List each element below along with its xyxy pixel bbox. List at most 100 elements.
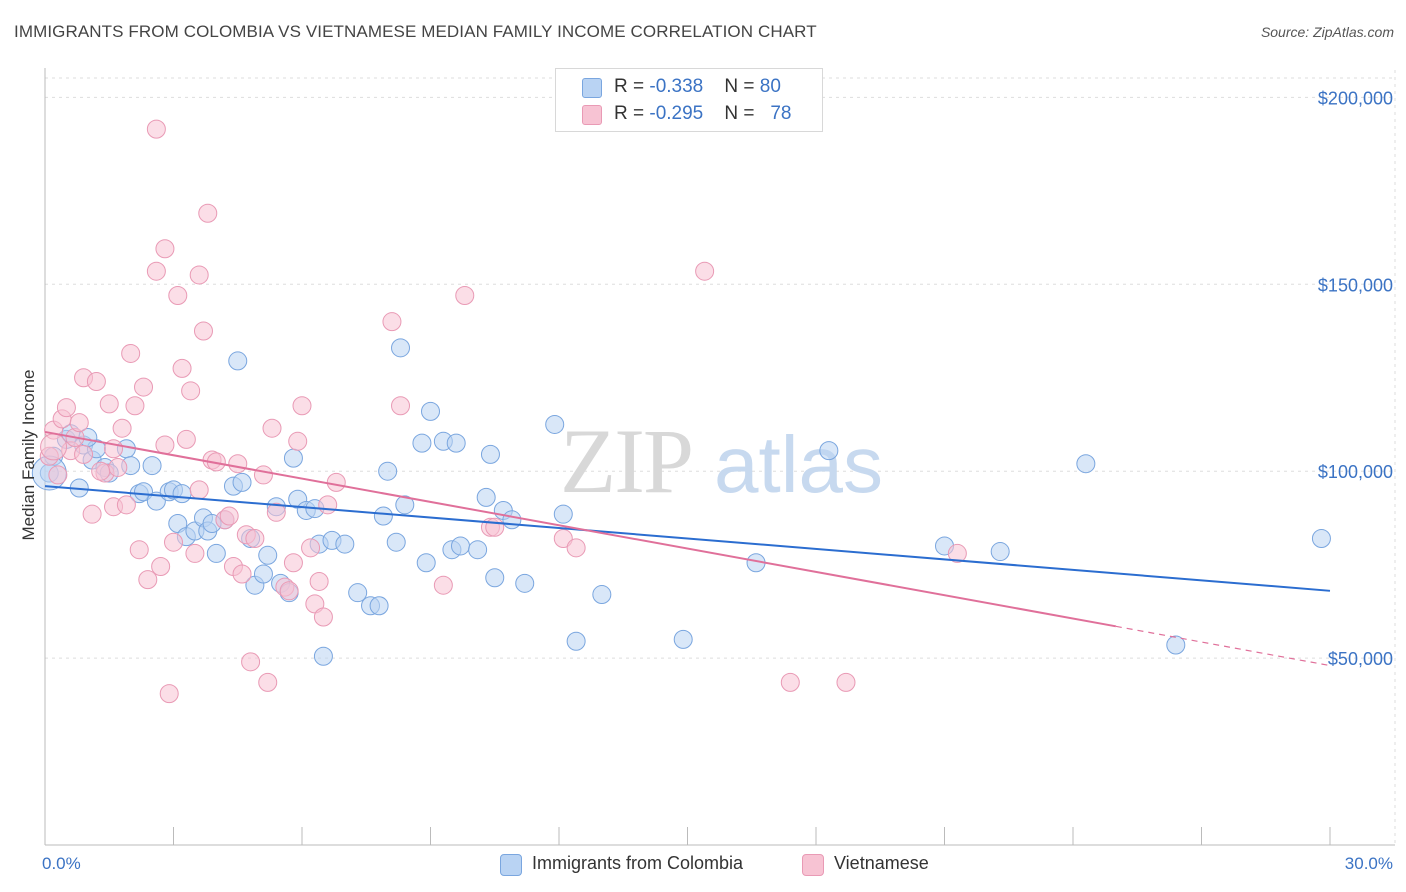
- point-vietnamese: [181, 381, 201, 401]
- point-colombia: [253, 564, 273, 584]
- point-colombia: [258, 545, 278, 565]
- point-colombia: [515, 573, 535, 593]
- point-vietnamese: [189, 265, 209, 285]
- point-vietnamese: [258, 672, 278, 692]
- point-colombia: [416, 553, 436, 573]
- point-vietnamese: [566, 538, 586, 558]
- point-colombia: [468, 540, 488, 560]
- point-colombia: [378, 461, 398, 481]
- point-vietnamese: [86, 371, 106, 391]
- point-colombia: [673, 629, 693, 649]
- legend-r-label: R =: [614, 103, 650, 124]
- bottom-legend-label-colombia: Immigrants from Colombia: [532, 853, 744, 873]
- point-colombia: [566, 631, 586, 651]
- point-vietnamese: [129, 540, 149, 560]
- point-vietnamese: [245, 528, 265, 548]
- point-vietnamese: [326, 472, 346, 492]
- y-tick-label: $50,000: [1328, 649, 1393, 669]
- point-vietnamese: [485, 517, 505, 537]
- point-vietnamese: [172, 358, 192, 378]
- point-vietnamese: [288, 431, 308, 451]
- point-vietnamese: [266, 502, 286, 522]
- point-colombia: [369, 596, 389, 616]
- watermark-zip: ZIP: [560, 410, 692, 512]
- point-vietnamese: [116, 495, 136, 515]
- point-colombia: [476, 487, 496, 507]
- point-vietnamese: [836, 672, 856, 692]
- point-vietnamese: [189, 480, 209, 500]
- legend-swatch-vietnamese: [582, 105, 602, 125]
- point-vietnamese: [138, 570, 158, 590]
- legend-r-value-vietnamese: -0.295: [649, 103, 704, 124]
- point-colombia: [502, 510, 522, 530]
- point-colombia: [395, 495, 415, 515]
- point-vietnamese: [155, 239, 175, 259]
- trend-line-vietnamese: [44, 430, 1117, 628]
- point-colombia: [592, 585, 612, 605]
- bottom-legend-swatch-vietnamese: [802, 854, 824, 876]
- point-colombia: [450, 536, 470, 556]
- point-colombia: [283, 448, 303, 468]
- point-vietnamese: [292, 396, 312, 416]
- point-colombia: [1166, 635, 1186, 655]
- y-tick-label: $200,000: [1318, 88, 1393, 108]
- point-vietnamese: [228, 454, 248, 474]
- point-vietnamese: [318, 495, 338, 515]
- point-vietnamese: [185, 543, 205, 563]
- legend-n-label: N =: [724, 103, 760, 124]
- point-vietnamese: [56, 398, 76, 418]
- point-vietnamese: [241, 652, 261, 672]
- point-vietnamese: [253, 465, 273, 485]
- point-vietnamese: [391, 396, 411, 416]
- point-vietnamese: [219, 506, 239, 526]
- point-vietnamese-cluster: [40, 433, 68, 461]
- point-vietnamese: [780, 672, 800, 692]
- x-tick-label-max: 30.0%: [1345, 854, 1393, 873]
- point-colombia: [391, 338, 411, 358]
- trend-line-vietnamese-extension: [1115, 625, 1331, 667]
- point-vietnamese: [455, 286, 475, 305]
- watermark: ZIP atlas: [560, 410, 883, 512]
- point-vietnamese: [146, 119, 166, 139]
- legend-n-label: N =: [724, 76, 760, 97]
- point-vietnamese: [553, 528, 573, 548]
- point-vietnamese: [193, 321, 213, 341]
- point-vietnamese: [125, 396, 145, 416]
- point-vietnamese: [168, 286, 188, 305]
- legend-n-value-colombia: 80: [759, 76, 781, 97]
- tick-labels: $50,000 $100,000 $150,000 $200,000 0.0% 30.0%…: [19, 88, 1393, 873]
- point-vietnamese: [283, 553, 303, 573]
- point-vietnamese: [69, 413, 89, 433]
- point-vietnamese: [112, 418, 132, 438]
- trend-lines: [44, 430, 1331, 667]
- point-vietnamese: [48, 465, 68, 485]
- y-tick-label: $150,000: [1318, 275, 1393, 295]
- y-tick-label: $100,000: [1318, 462, 1393, 482]
- point-colombia: [446, 433, 466, 453]
- point-colombia: [348, 583, 368, 603]
- point-colombia: [819, 441, 839, 461]
- point-vietnamese: [433, 575, 453, 595]
- point-vietnamese: [164, 532, 183, 552]
- point-vietnamese: [309, 571, 329, 591]
- point-vietnamese: [121, 343, 141, 363]
- point-vietnamese: [176, 429, 196, 449]
- point-vietnamese: [146, 261, 166, 281]
- trend-line-colombia: [44, 485, 1331, 592]
- point-colombia: [545, 414, 565, 434]
- legend-r-label: R =: [614, 76, 650, 97]
- point-vietnamese: [91, 461, 111, 481]
- point-vietnamese: [695, 261, 715, 281]
- watermark-atlas: atlas: [714, 420, 883, 509]
- point-vietnamese: [947, 543, 967, 563]
- point-vietnamese: [99, 394, 119, 414]
- point-colombia: [134, 482, 154, 502]
- point-vietnamese: [313, 607, 333, 627]
- point-vietnamese: [262, 418, 282, 438]
- point-colombia: [146, 491, 166, 511]
- point-colombia: [990, 542, 1010, 562]
- point-colombia: [232, 472, 252, 492]
- point-colombia: [553, 504, 573, 524]
- point-vietnamese: [155, 435, 175, 455]
